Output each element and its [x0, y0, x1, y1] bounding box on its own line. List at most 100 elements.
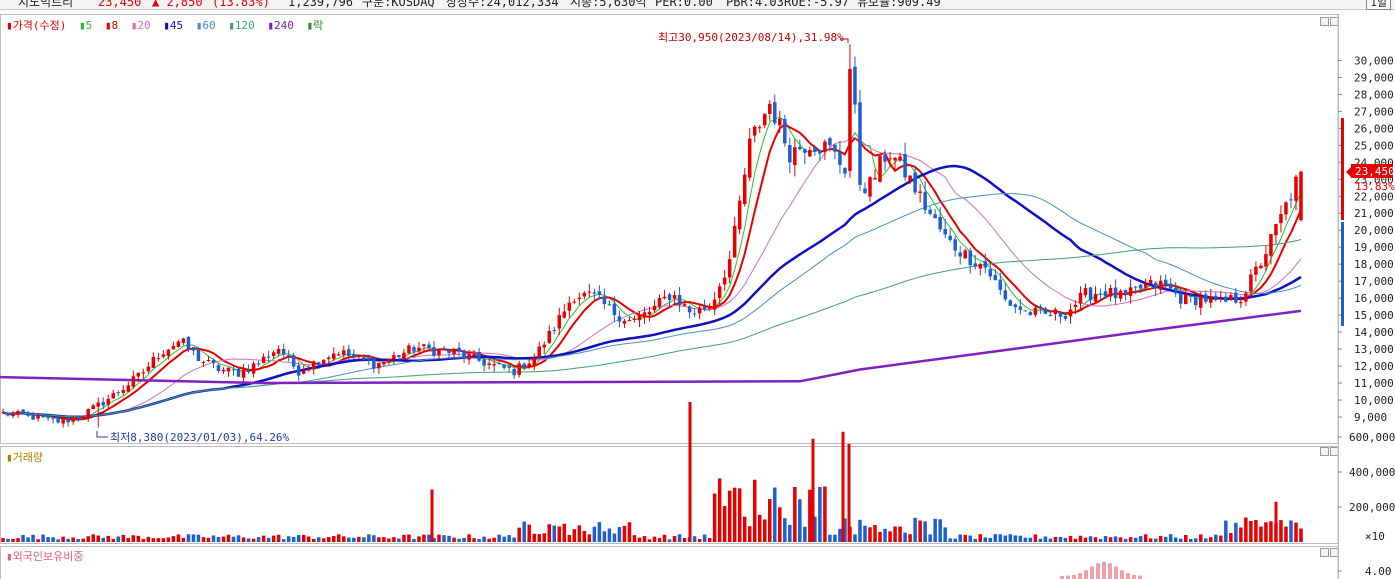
volume-bar — [863, 525, 867, 542]
volume-bar — [171, 536, 176, 542]
foreign-legend[interactable]: ▮외국인보유비중 — [6, 550, 84, 563]
candle-body — [928, 209, 932, 214]
volume-bar — [131, 535, 136, 542]
volume-bar — [86, 536, 90, 542]
candle-body — [687, 306, 692, 313]
volume-bar — [722, 506, 727, 542]
candle-body — [672, 295, 677, 299]
volume-bar — [231, 536, 236, 542]
volume-bar — [417, 536, 421, 542]
volume-bar — [332, 535, 336, 542]
legend-rak[interactable]: ▮락 — [306, 19, 324, 32]
volume-bar — [146, 536, 151, 542]
candle-body — [367, 357, 371, 361]
candle-body — [737, 200, 742, 230]
volume-bar — [442, 535, 446, 542]
candle-body — [502, 364, 506, 368]
volume-bar — [492, 537, 496, 542]
foreign-ratio-bar — [1114, 566, 1118, 579]
candle-body — [1018, 306, 1023, 310]
price-tick-label: 22,000 — [1354, 190, 1394, 203]
candle-body — [1178, 293, 1183, 304]
candle-body — [1073, 304, 1078, 308]
candle-body — [467, 354, 471, 360]
candle-body — [226, 367, 231, 372]
ma20-line — [2, 136, 1302, 418]
legend-ma8[interactable]: ▮8 — [104, 19, 119, 32]
volume-bar — [41, 534, 45, 542]
candle-body — [427, 344, 431, 349]
legend-ma5[interactable]: ▮5 — [78, 19, 93, 32]
candle-body — [968, 250, 972, 266]
price-tick-label: 17,000 — [1354, 275, 1394, 288]
volume-bar — [352, 537, 356, 542]
candle-body — [813, 146, 817, 152]
candle-body — [131, 376, 136, 387]
volume-bar — [632, 535, 637, 542]
ma240-line — [0, 309, 1302, 385]
price-panel-minimize-button[interactable] — [1320, 17, 1329, 26]
foreign-ratio-bar — [1138, 575, 1142, 579]
candle-body — [677, 294, 682, 306]
candle-body — [176, 341, 181, 347]
candle-body — [296, 365, 301, 376]
candle-body — [16, 411, 20, 415]
legend-price[interactable]: ▮가격(수정) — [6, 19, 67, 32]
candle-body — [412, 347, 416, 352]
candle-body — [1264, 254, 1268, 267]
candle-body — [1279, 214, 1283, 224]
volume-bar — [462, 537, 466, 542]
stock-info-bar: 지노믹트리 23,450 ▲ 2,850 (13.83%) 1,239,796 … — [0, 0, 1395, 10]
candle-body — [442, 349, 446, 351]
candle-body — [422, 344, 426, 347]
candle-body — [447, 350, 451, 354]
volume-bar — [1264, 522, 1268, 542]
volume-bar — [1209, 537, 1213, 542]
volume-bar — [968, 535, 972, 542]
candle-body — [778, 118, 782, 126]
volume-bar — [933, 518, 937, 542]
candle-body — [321, 360, 326, 365]
legend-ma45[interactable]: ▮45 — [163, 19, 184, 32]
candle-body — [903, 154, 907, 178]
volume-bar — [437, 534, 441, 542]
legend-ma60[interactable]: ▮60 — [195, 19, 216, 32]
foreign-ratio-bar — [1084, 570, 1088, 579]
volume-spike-bar — [811, 438, 815, 542]
legend-ma240[interactable]: ▮240 — [267, 19, 294, 32]
candle-body — [352, 354, 356, 358]
volume-bar — [763, 519, 767, 542]
volume-bar — [823, 486, 827, 542]
candle-body — [337, 354, 341, 356]
candle-body — [918, 191, 922, 194]
volume-panel-minimize-button[interactable] — [1320, 447, 1329, 456]
candle-body — [602, 296, 607, 305]
roe-value: ROE:-5.97 — [784, 0, 850, 9]
candle-body — [462, 350, 466, 358]
candle-body — [342, 350, 346, 355]
period-button[interactable]: 1일 — [1366, 0, 1391, 10]
volume-bar — [447, 535, 451, 542]
per-value: PER:0.00 — [655, 0, 713, 9]
legend-ma20[interactable]: ▮20 — [130, 19, 151, 32]
candle-body — [1003, 290, 1008, 300]
volume-bar — [106, 535, 110, 542]
volume-legend[interactable]: ▮거래량 — [6, 451, 43, 464]
volume-bar — [1078, 535, 1083, 542]
price-tick-label: 26,000 — [1354, 122, 1394, 135]
volume-bar — [788, 524, 792, 542]
volume-bar — [517, 527, 521, 542]
volume-spike-bar — [847, 444, 851, 542]
candle-body — [963, 250, 967, 259]
candle-body — [181, 338, 186, 343]
candle-body — [1103, 291, 1108, 297]
price-tick-label: 30,000 — [1354, 54, 1394, 67]
volume-bar — [557, 526, 562, 542]
legend-ma120[interactable]: ▮120 — [228, 19, 255, 32]
price-tick-label: 14,000 — [1354, 326, 1394, 339]
candle-body — [66, 419, 70, 423]
volume-bar — [251, 538, 256, 542]
foreign-panel-minimize-button[interactable] — [1320, 548, 1329, 557]
candle-body — [958, 252, 962, 257]
